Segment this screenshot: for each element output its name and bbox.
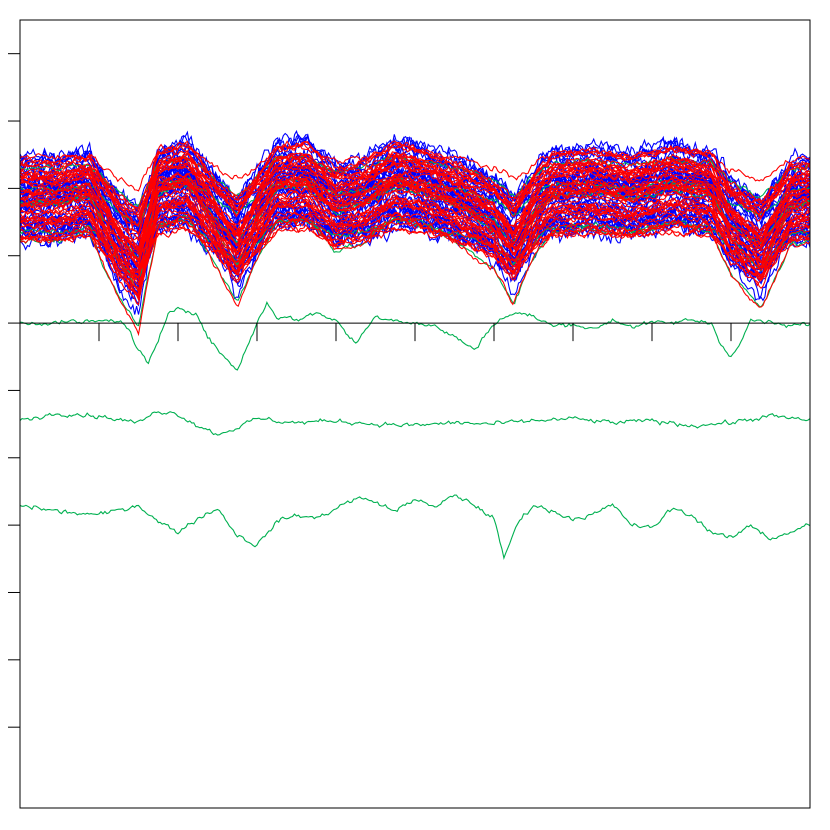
red-band-line-44 [19, 141, 811, 236]
red-band-line-27 [19, 181, 811, 249]
plot-frame [19, 19, 811, 809]
band-series-group [19, 129, 811, 337]
red-band-line-18 [19, 179, 811, 279]
green-series-line-2 [19, 494, 811, 560]
red-band-line-11 [19, 197, 811, 298]
red-band-line-35 [19, 163, 811, 221]
red-band-line-41 [19, 161, 811, 215]
green-series-line-1 [19, 411, 811, 436]
axes-group [8, 19, 811, 809]
red-band-line-43 [19, 144, 811, 192]
red-band-line-42 [19, 140, 811, 227]
red-band-line-19 [19, 190, 811, 273]
red-band-line-5 [19, 223, 811, 284]
red-band-line-14 [19, 186, 811, 296]
red-band-line-3 [19, 217, 811, 290]
red-band-line-6 [19, 214, 811, 274]
